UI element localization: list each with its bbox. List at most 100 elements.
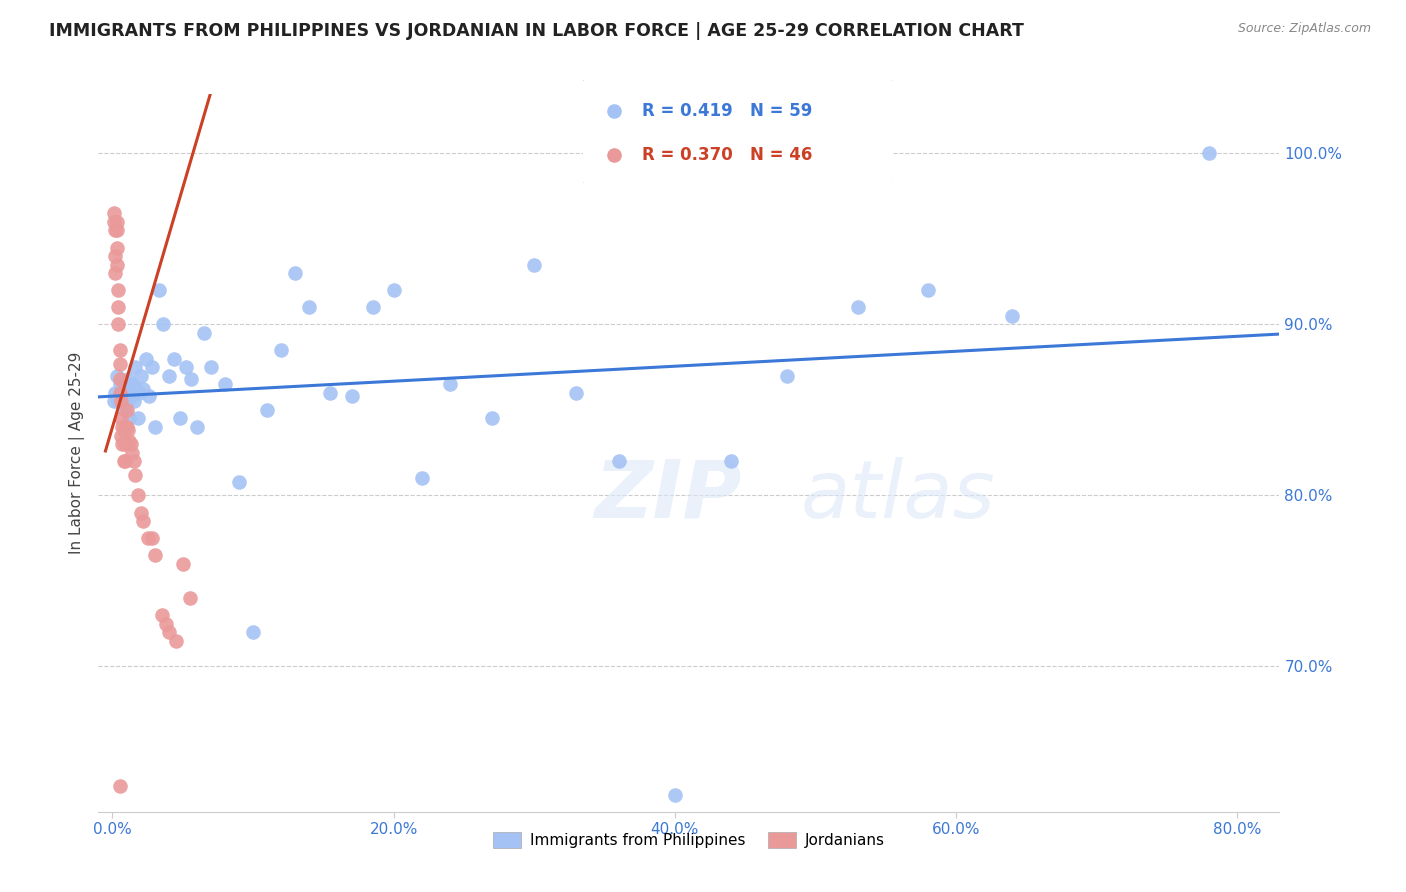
Point [105,258,128,272]
Point [110,394,132,409]
Point [603,103,626,118]
Point [603,147,626,161]
Point [103,206,125,220]
Point [114,454,136,468]
Point [124,467,146,482]
Point [319,385,342,400]
FancyBboxPatch shape [582,79,894,184]
Point [150,608,173,623]
Point [157,368,180,383]
Point [152,318,174,332]
Point [108,377,131,392]
Point [141,360,163,375]
Point [917,283,939,297]
Point [107,318,129,332]
Point [411,471,433,485]
Point [846,301,869,315]
Point [105,368,128,383]
Point [132,383,155,397]
Point [105,215,128,229]
Point [361,301,384,315]
Point [111,420,134,434]
Point [115,420,138,434]
Point [104,266,127,280]
Point [110,411,132,425]
Point [115,394,138,409]
Point [105,240,128,255]
Point [127,488,149,502]
Point [104,249,127,263]
Point [108,779,131,793]
Point [242,625,264,640]
Point [110,428,132,442]
Point [118,434,141,448]
Y-axis label: In Labor Force | Age 25-29: In Labor Force | Age 25-29 [69,351,84,554]
Point [108,357,131,371]
Point [108,343,131,357]
Text: Source: ZipAtlas.com: Source: ZipAtlas.com [1237,22,1371,36]
Point [523,258,546,272]
Point [664,788,686,802]
Point [143,420,166,434]
Point [114,437,136,451]
Point [103,394,125,409]
Point [157,625,180,640]
Point [148,283,170,297]
Point [117,424,139,438]
Text: IMMIGRANTS FROM PHILIPPINES VS JORDANIAN IN LABOR FORCE | AGE 25-29 CORRELATION : IMMIGRANTS FROM PHILIPPINES VS JORDANIAN… [49,22,1024,40]
Point [565,385,588,400]
Point [108,385,131,400]
Point [607,454,630,468]
Point [193,326,215,340]
Point [129,368,152,383]
Point [112,454,135,468]
Point [121,446,143,460]
Point [127,411,149,425]
Point [122,454,145,468]
Point [122,394,145,409]
Point [111,389,134,403]
Point [174,360,197,375]
Point [1001,309,1024,323]
Point [114,403,136,417]
Point [155,616,177,631]
Point [110,394,132,409]
Point [1198,146,1220,161]
Point [340,389,363,403]
Point [180,372,202,386]
Point [382,283,405,297]
Point [165,633,187,648]
Point [200,360,222,375]
Point [107,283,129,297]
Point [108,372,131,386]
Text: R = 0.419   N = 59: R = 0.419 N = 59 [643,102,813,120]
Point [112,424,135,438]
Point [120,437,142,451]
Point [112,383,135,397]
Point [121,377,143,392]
Point [118,411,141,425]
Point [103,215,125,229]
Point [124,360,146,375]
Point [117,372,139,386]
Point [186,420,208,434]
Point [136,531,159,545]
Point [776,368,799,383]
Point [720,454,742,468]
Point [104,223,127,237]
Legend: Immigrants from Philippines, Jordanians: Immigrants from Philippines, Jordanians [486,826,891,855]
Point [107,394,129,409]
Point [228,475,250,489]
Point [298,301,321,315]
Point [169,411,191,425]
Point [128,385,150,400]
Point [107,301,129,315]
Point [172,557,194,571]
Point [284,266,307,280]
Point [141,531,163,545]
Point [270,343,292,357]
Point [143,548,166,563]
Point [104,385,127,400]
Point [256,403,278,417]
Point [125,383,148,397]
